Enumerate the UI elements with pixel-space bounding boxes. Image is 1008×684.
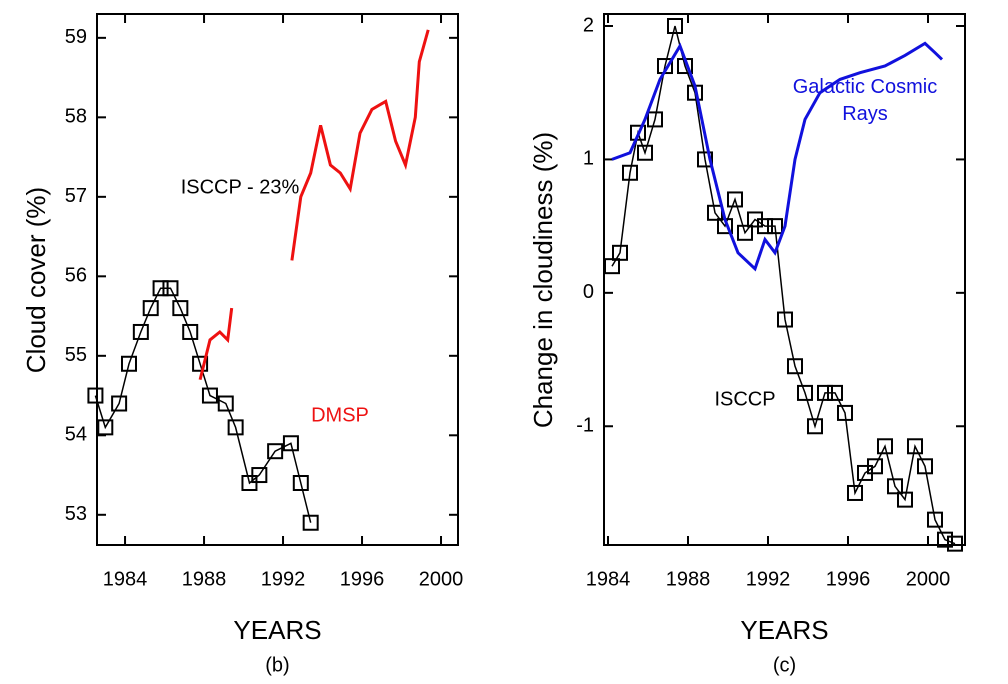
square-marker xyxy=(227,419,244,436)
square-marker xyxy=(787,358,803,375)
square-marker xyxy=(887,478,903,495)
x-tick-label: 2000 xyxy=(419,568,464,590)
square-marker xyxy=(867,458,883,475)
y-tick-label: 1 xyxy=(583,148,594,170)
square-marker xyxy=(630,124,646,141)
y-axis-title: Cloud cover (%) xyxy=(21,187,51,373)
subtitle: (b) xyxy=(265,654,289,676)
series-line xyxy=(198,29,430,381)
y-tick-label: 55 xyxy=(65,344,87,366)
square-marker xyxy=(777,311,793,328)
square-marker xyxy=(757,218,773,235)
square-marker xyxy=(87,387,104,404)
square-marker xyxy=(827,384,843,401)
y-tick-label: 54 xyxy=(65,424,87,446)
square-marker xyxy=(217,395,234,412)
y-tick-label: -1 xyxy=(576,415,594,437)
y-tick-label: 0 xyxy=(583,281,594,303)
x-tick-label: 1984 xyxy=(103,568,148,590)
square-marker xyxy=(251,467,268,484)
square-marker xyxy=(897,491,913,508)
square-marker xyxy=(172,300,189,317)
square-marker xyxy=(132,323,149,340)
square-marker xyxy=(667,18,683,35)
series-label: ISCCP - 23% xyxy=(181,176,300,198)
square-marker xyxy=(267,443,284,460)
square-marker xyxy=(142,300,159,317)
x-tick-label: 1992 xyxy=(261,568,306,590)
x-tick-label: 1996 xyxy=(340,568,385,590)
square-marker xyxy=(817,384,833,401)
y-tick-label: 53 xyxy=(65,503,87,525)
square-marker xyxy=(622,164,638,181)
square-marker xyxy=(647,111,663,128)
series-line xyxy=(611,25,956,545)
square-marker xyxy=(182,323,199,340)
series-label: DMSP xyxy=(311,404,369,426)
y-axis-title: Change in cloudiness (%) xyxy=(528,132,558,428)
x-tick-label: 1992 xyxy=(746,568,791,590)
square-marker xyxy=(97,419,114,436)
subtitle: (c) xyxy=(773,654,796,676)
square-marker xyxy=(797,384,813,401)
square-marker xyxy=(767,218,783,235)
square-marker xyxy=(807,418,823,435)
series-label: Galactic Cosmic Rays xyxy=(793,76,937,125)
square-marker xyxy=(282,435,299,452)
x-axis-title: YEARS xyxy=(740,615,828,645)
x-tick-label: 1988 xyxy=(666,568,711,590)
plot-frame xyxy=(96,13,459,546)
plot-frame xyxy=(603,13,966,546)
square-marker xyxy=(907,438,923,455)
square-marker xyxy=(152,280,169,297)
x-tick-label: 1984 xyxy=(586,568,631,590)
y-tick-label: 58 xyxy=(65,106,87,128)
square-marker xyxy=(697,151,713,168)
square-marker xyxy=(927,511,943,528)
square-marker xyxy=(111,395,128,412)
x-axis-title: YEARS xyxy=(233,615,321,645)
y-tick-label: 59 xyxy=(65,26,87,48)
square-marker xyxy=(302,514,319,531)
square-marker xyxy=(120,355,137,372)
square-marker xyxy=(837,404,853,421)
x-tick-label: 1996 xyxy=(826,568,871,590)
square-marker xyxy=(847,484,863,501)
series-label: ISCCP xyxy=(714,388,775,410)
square-marker xyxy=(192,355,209,372)
square-marker xyxy=(917,458,933,475)
square-marker xyxy=(937,531,953,548)
square-marker xyxy=(637,144,653,161)
square-marker xyxy=(877,438,893,455)
square-marker xyxy=(727,191,743,208)
x-tick-label: 2000 xyxy=(906,568,951,590)
y-tick-label: 56 xyxy=(65,265,87,287)
square-marker xyxy=(292,474,309,491)
series-line xyxy=(94,287,312,523)
y-tick-label: 57 xyxy=(65,185,87,207)
square-marker xyxy=(947,535,963,552)
square-marker xyxy=(162,280,179,297)
x-tick-label: 1988 xyxy=(182,568,227,590)
y-tick-label: 2 xyxy=(583,14,594,36)
series-line xyxy=(611,41,944,272)
square-marker xyxy=(612,244,628,261)
square-marker xyxy=(201,387,218,404)
square-marker xyxy=(737,224,753,241)
